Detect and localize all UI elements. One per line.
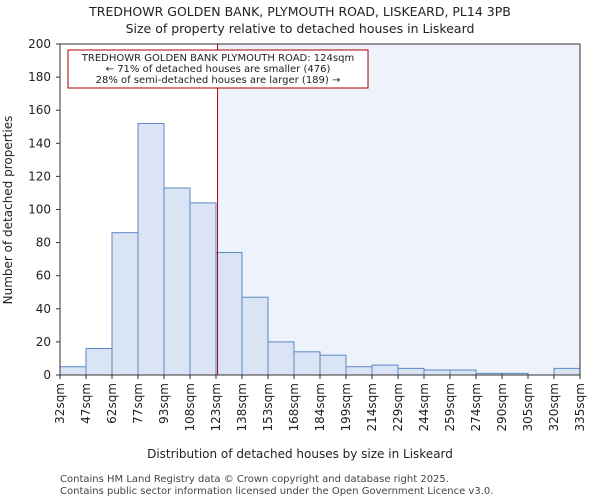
bar-184sqm: [319, 354, 347, 376]
x-tick-label: 244sqm: [417, 383, 431, 431]
y-tick-label: 80: [36, 236, 51, 250]
bar-244sqm: [423, 369, 451, 376]
y-tick-label: 100: [28, 203, 51, 217]
bar-259sqm: [449, 369, 477, 376]
x-tick-label: 320sqm: [547, 383, 561, 431]
bar-199sqm: [345, 366, 373, 376]
y-tick-label: 140: [28, 136, 51, 150]
y-tick-label: 40: [36, 302, 51, 316]
x-tick-label: 184sqm: [313, 383, 327, 431]
chart-subtitle: Size of property relative to detached ho…: [126, 21, 475, 36]
y-tick-label: 200: [28, 37, 51, 51]
y-tick-label: 0: [43, 368, 51, 382]
bar-229sqm: [397, 367, 425, 376]
x-tick-label: 93sqm: [157, 383, 171, 424]
annotation-box: [67, 49, 369, 89]
bar-168sqm: [293, 351, 321, 376]
bar-138sqm: [241, 296, 269, 376]
x-tick-label: 77sqm: [131, 383, 145, 424]
bar-123sqm: [215, 252, 243, 376]
x-tick-label: 290sqm: [495, 383, 509, 431]
x-tick-label: 214sqm: [365, 383, 379, 431]
footer-line-2: Contains public sector information licen…: [60, 486, 493, 497]
bar-32sqm: [59, 366, 87, 376]
x-tick-label: 274sqm: [469, 383, 483, 431]
chart-title: TREDHOWR GOLDEN BANK, PLYMOUTH ROAD, LIS…: [88, 4, 511, 19]
y-axis-label: Number of detached properties: [1, 116, 15, 305]
annotation-line-2: ← 71% of detached houses are smaller (47…: [106, 64, 331, 75]
y-tick-label: 120: [28, 169, 51, 183]
x-tick-label: 305sqm: [521, 383, 535, 431]
bar-214sqm: [371, 364, 399, 376]
bar-93sqm: [163, 187, 191, 376]
x-axis-label: Distribution of detached houses by size …: [147, 447, 453, 461]
y-tick-label: 20: [36, 335, 51, 349]
y-tick-label: 180: [28, 70, 51, 84]
annotation-line-1: TREDHOWR GOLDEN BANK PLYMOUTH ROAD: 124s…: [81, 53, 354, 64]
y-tick-label: 60: [36, 269, 51, 283]
x-tick-label: 32sqm: [53, 383, 67, 424]
x-tick-label: 199sqm: [339, 383, 353, 431]
footer-line-1: Contains HM Land Registry data © Crown c…: [60, 474, 449, 485]
x-tick-label: 153sqm: [261, 383, 275, 431]
x-tick-label: 168sqm: [287, 383, 301, 431]
x-tick-label: 108sqm: [183, 383, 197, 431]
y-tick-label: 160: [28, 103, 51, 117]
bar-108sqm: [189, 202, 217, 376]
highlight-region: [217, 44, 580, 375]
x-tick-label: 138sqm: [235, 383, 249, 431]
bar-153sqm: [267, 341, 295, 376]
x-tick-label: 229sqm: [391, 383, 405, 431]
annotation-line-3: 28% of semi-detached houses are larger (…: [96, 75, 341, 86]
bar-320sqm: [553, 367, 581, 376]
x-tick-label: 259sqm: [443, 383, 457, 431]
x-tick-label: 335sqm: [573, 383, 587, 431]
bar-77sqm: [137, 122, 165, 376]
bar-62sqm: [111, 232, 139, 376]
bar-47sqm: [85, 348, 113, 376]
x-tick-label: 62sqm: [105, 383, 119, 424]
x-tick-label: 123sqm: [209, 383, 223, 431]
x-tick-label: 47sqm: [79, 383, 93, 424]
